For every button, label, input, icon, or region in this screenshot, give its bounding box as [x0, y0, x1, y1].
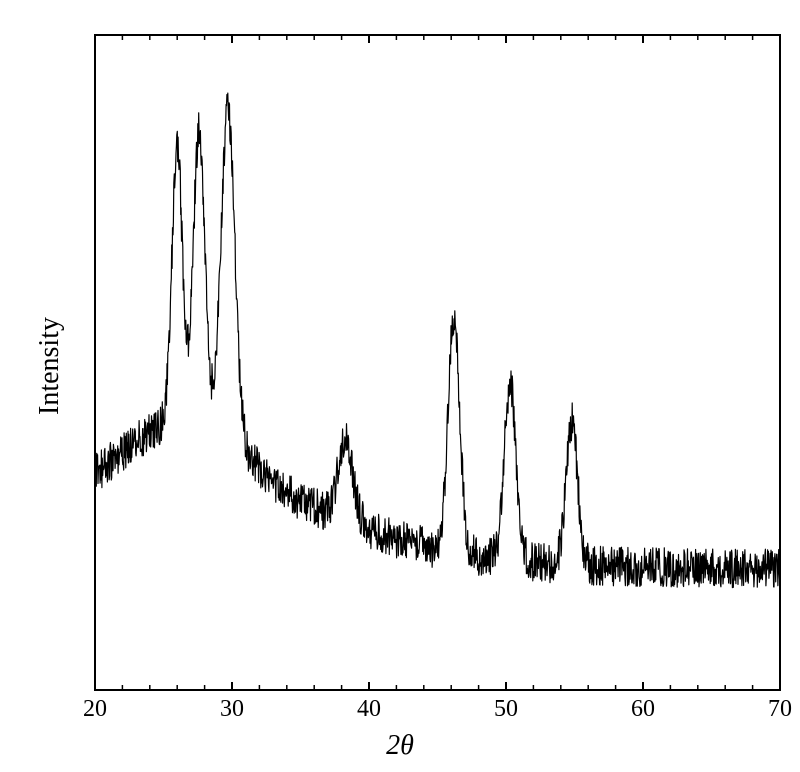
x-axis-label: 2θ: [0, 730, 800, 762]
x-tick-label: 40: [349, 696, 389, 723]
xrd-figure: Intensity 203040506070 2θ: [0, 0, 800, 772]
plot-svg: [0, 0, 800, 772]
x-tick-label: 20: [75, 696, 115, 723]
x-tick-label: 70: [760, 696, 800, 723]
x-tick-label: 60: [623, 696, 663, 723]
x-tick-label: 30: [212, 696, 252, 723]
x-tick-label: 50: [486, 696, 526, 723]
